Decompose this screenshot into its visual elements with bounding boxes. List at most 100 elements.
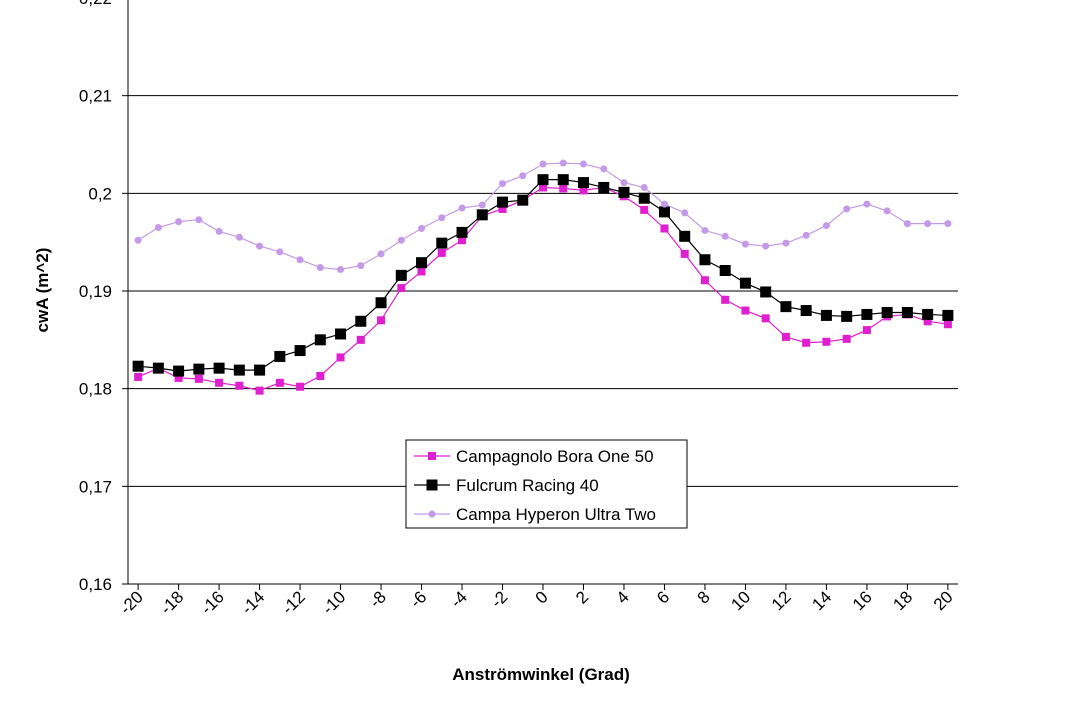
point	[397, 284, 406, 293]
legend-marker	[428, 452, 436, 460]
point	[193, 363, 205, 375]
legend-box	[405, 439, 688, 529]
point	[800, 305, 812, 317]
point	[600, 165, 608, 173]
x-tick-label: 18	[889, 587, 916, 614]
x-tick-label: -14	[238, 587, 269, 618]
point	[174, 373, 183, 382]
point	[456, 226, 468, 238]
point	[418, 224, 426, 232]
point	[923, 317, 932, 326]
point	[215, 227, 223, 235]
x-tick-label: 4	[613, 587, 633, 607]
point	[377, 316, 386, 325]
point	[577, 177, 589, 189]
point	[760, 286, 772, 298]
point	[782, 239, 790, 247]
point	[356, 335, 365, 344]
point	[478, 201, 486, 209]
x-tick-label: -2	[487, 587, 511, 611]
point	[134, 236, 142, 244]
point	[640, 183, 648, 191]
point	[275, 378, 284, 387]
x-tick-label: -8	[366, 587, 390, 611]
point	[458, 236, 467, 245]
point	[296, 256, 304, 264]
point	[741, 240, 749, 248]
point	[842, 334, 851, 343]
point	[944, 220, 952, 228]
point	[375, 297, 387, 309]
point	[417, 267, 426, 276]
point	[517, 194, 529, 206]
point	[802, 338, 811, 347]
point	[314, 334, 326, 346]
point	[924, 220, 932, 228]
y-tick-label: 0,21	[79, 87, 112, 106]
point	[276, 248, 284, 256]
point	[903, 220, 911, 228]
series-line	[137, 186, 948, 392]
point	[154, 224, 162, 232]
y-tick-label: 0,22	[79, 0, 112, 8]
point	[579, 186, 588, 195]
y-tick-label: 0,16	[79, 575, 112, 594]
point	[175, 218, 183, 226]
point	[195, 216, 203, 224]
x-tick-label: 12	[768, 587, 795, 614]
point	[741, 306, 750, 315]
point	[881, 306, 893, 318]
x-tick-label: -6	[406, 587, 430, 611]
y-tick-label: 0,2	[88, 184, 112, 203]
point	[863, 200, 871, 208]
point	[739, 277, 751, 289]
x-tick-label: -12	[278, 587, 309, 618]
point	[355, 315, 367, 327]
point	[537, 174, 549, 186]
point	[559, 184, 568, 193]
point	[802, 231, 810, 239]
point	[438, 214, 446, 222]
point	[296, 382, 305, 391]
point	[579, 160, 587, 168]
legend-marker	[426, 479, 438, 491]
point	[235, 381, 244, 390]
y-tick-label: 0,19	[79, 282, 112, 301]
point	[497, 196, 509, 208]
x-tick-label: 16	[849, 587, 876, 614]
point	[922, 308, 934, 320]
point	[316, 371, 325, 380]
point	[397, 236, 405, 244]
point	[476, 209, 488, 221]
point	[761, 314, 770, 323]
x-tick-label: 10	[727, 587, 754, 614]
point	[274, 350, 286, 362]
point	[843, 205, 851, 213]
point	[458, 204, 466, 212]
point	[638, 192, 650, 204]
y-tick-label: 0,18	[79, 380, 112, 399]
point	[721, 295, 730, 304]
point	[152, 362, 164, 374]
point	[841, 310, 853, 322]
point	[436, 237, 448, 249]
point	[699, 254, 711, 266]
x-tick-label: 6	[653, 587, 673, 607]
point	[640, 205, 649, 214]
point	[316, 264, 324, 272]
x-tick-label: -16	[197, 587, 228, 618]
x-tick-label: -10	[319, 587, 350, 618]
point	[822, 222, 830, 230]
x-tick-label: 0	[532, 587, 552, 607]
point	[255, 386, 264, 395]
point	[173, 365, 185, 377]
legend-marker	[428, 510, 436, 518]
point	[539, 183, 547, 192]
point	[781, 332, 790, 341]
point	[357, 262, 365, 270]
point	[780, 301, 792, 313]
point	[762, 242, 770, 250]
x-tick-label: 8	[694, 587, 714, 607]
point	[862, 326, 871, 335]
